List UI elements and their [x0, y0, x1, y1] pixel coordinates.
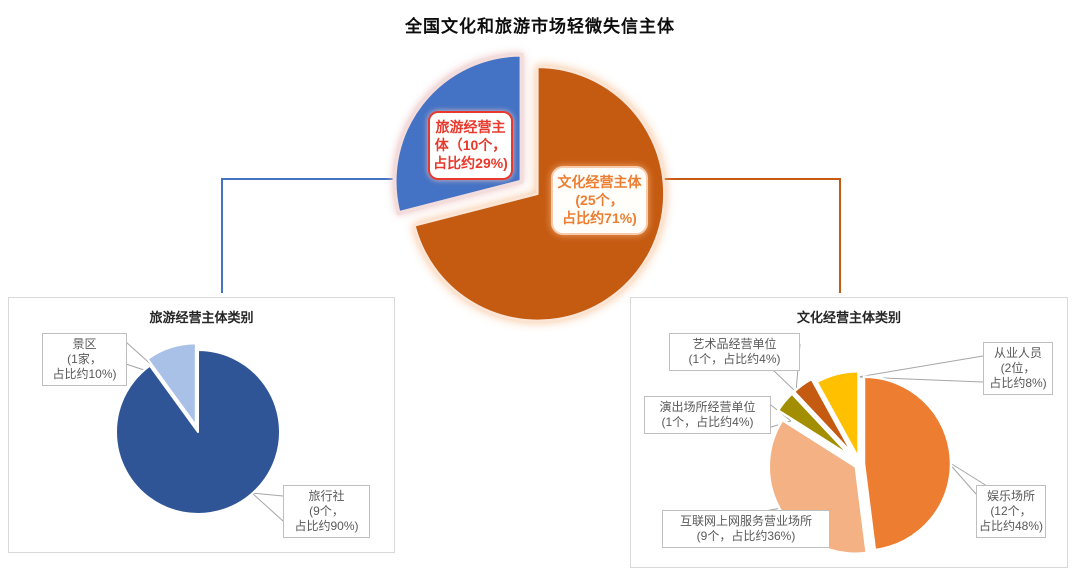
- leader-travel: [251, 492, 284, 497]
- leader-entertainment: [946, 460, 988, 487]
- main-pie-label-tourism: 旅游经营主 体（10个， 占比约29%): [428, 111, 513, 180]
- leader-travel: [251, 492, 284, 522]
- culture-pie-slice-practitioners: [815, 369, 860, 460]
- culture-pie-slice-art-dealers: [792, 377, 855, 457]
- tourism-pie-slice-scenic-areas: [146, 342, 197, 427]
- culture-pie-slice-entertainment-venues: [862, 375, 953, 552]
- leader-practitioners: [857, 355, 984, 378]
- callout-scenic-areas: 景区 (1家， 占比约10%): [42, 333, 127, 386]
- culture-chart-title: 文化经营主体类别: [796, 310, 901, 325]
- tourism-pie-slice-travel-agencies: [115, 349, 281, 515]
- main-pie-slice-culture-operators: [413, 65, 666, 323]
- leader-art: [771, 368, 797, 393]
- callout-travel-agencies: 旅行社 (9个， 占比约90%): [283, 485, 370, 538]
- connector-culture: [662, 178, 841, 293]
- main-pie-label-culture: 文化经营主体 (25个， 占比约71%): [551, 166, 648, 235]
- callout-art-dealers: 艺术品经营单位 (1个，占比约4%): [669, 333, 800, 371]
- callout-entertainment-venues: 娱乐场所 (12个， 占比约48%): [976, 485, 1046, 538]
- callout-internet-service-venues: 互联网上网服务营业场所 (9个，占比约36%): [662, 510, 830, 548]
- callout-practitioners: 从业人员 (2位， 占比约8%): [983, 342, 1053, 395]
- tourism-chart-title: 旅游经营主体类别: [149, 310, 254, 325]
- culture-pie-slice-performance-venues: [776, 392, 853, 459]
- connector-tourism: [221, 178, 402, 293]
- callout-performance-venues: 演出场所经营单位 (1个，占比约4%): [644, 396, 771, 434]
- page-title: 全国文化和旅游市场轻微失信主体: [405, 17, 675, 36]
